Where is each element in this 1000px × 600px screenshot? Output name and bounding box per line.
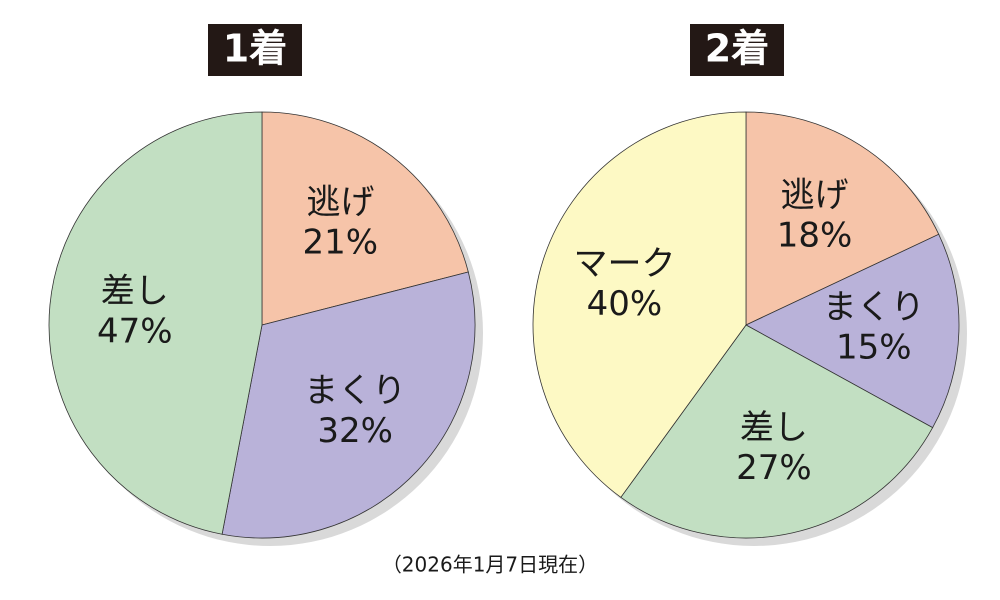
pie-slice <box>261 111 469 326</box>
slice-label: 逃げ <box>306 183 374 223</box>
slice-label: 差し <box>101 271 169 311</box>
pie-slice <box>745 233 960 429</box>
slice-value-label: 21% <box>303 223 379 263</box>
title-box <box>208 24 302 76</box>
slice-label: マーク <box>573 244 675 284</box>
slice-value-label: 32% <box>317 411 393 451</box>
slice-label: まくり <box>823 288 925 328</box>
footnote: （2026年1月7日現在） <box>382 553 598 577</box>
pie-slice <box>532 111 747 498</box>
pie-slice <box>745 111 940 326</box>
chart-title: 2着 <box>705 27 769 71</box>
slice-value-label: 40% <box>587 284 663 324</box>
slice-label: 差し <box>740 408 808 448</box>
slice-label: まくり <box>304 371 406 411</box>
slice-value-label: 47% <box>97 311 173 351</box>
pie-slice <box>620 324 934 539</box>
pie-slice <box>221 271 476 539</box>
slice-value-label: 27% <box>736 448 812 488</box>
slice-value-label: 18% <box>777 216 853 256</box>
pie-slice <box>48 111 263 535</box>
slice-label: 逃げ <box>780 176 848 216</box>
title-box <box>690 24 784 76</box>
slice-value-label: 15% <box>836 328 912 368</box>
chart-title: 1着 <box>223 27 287 71</box>
